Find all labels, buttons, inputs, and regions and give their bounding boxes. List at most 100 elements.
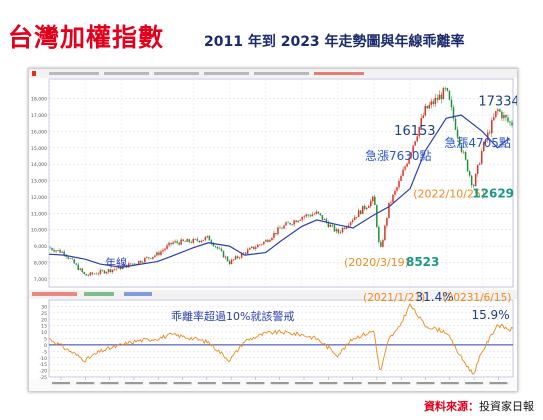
price-candle [410, 152, 412, 158]
price-candle [505, 114, 507, 118]
price-candle [428, 104, 431, 109]
x-axis-tick-placeholder [440, 382, 459, 385]
price-candle [295, 220, 297, 223]
source-value: 投資家日報 [479, 400, 534, 413]
price-y-ticks: 7,000 8,000 9,000 10,000 11,000 12,000 13,000 1… [31, 97, 47, 283]
price-candle [115, 268, 118, 270]
x-axis-tick-placeholder [197, 382, 216, 385]
price-candle [133, 263, 136, 265]
price-candle [61, 251, 63, 253]
price-candle [390, 202, 392, 203]
price-candle [472, 185, 475, 187]
x-axis-tick-placeholder [270, 382, 289, 385]
price-candle [337, 229, 340, 233]
annotation-low-date-2020: (2020/3/19) [344, 256, 409, 269]
price-candle [83, 272, 86, 275]
price-candle [166, 245, 168, 249]
price-candle [99, 270, 102, 274]
price-candle [281, 228, 283, 229]
price-candle [269, 240, 271, 242]
price-candle [186, 239, 188, 242]
deviation-y-tick-label: -20 [39, 369, 47, 375]
deviation-y-tick-label: -25 [39, 375, 47, 381]
price-candle [509, 121, 511, 123]
price-candle [275, 232, 277, 235]
price-candle [162, 250, 164, 252]
price-candle [436, 98, 439, 100]
year-line [48, 114, 510, 268]
price-y-tick-label: 11,000 [31, 211, 47, 217]
price-candle [170, 242, 172, 245]
price-candle [372, 196, 374, 202]
price-candle [150, 258, 152, 259]
price-candle [446, 88, 449, 91]
price-candle [305, 214, 307, 217]
price-candle [172, 242, 174, 245]
price-candle [474, 173, 477, 187]
price-candle [248, 247, 251, 250]
price-candle [144, 257, 146, 263]
price-candle [434, 98, 437, 104]
deviation-y-tick-label: 25 [41, 311, 47, 317]
page-subtitle: 2011 年到 2023 年走勢圖與年線乖離率 [204, 34, 465, 50]
price-candle [138, 260, 140, 264]
price-candle [378, 226, 380, 242]
deviation-y-tick-label: 0 [44, 343, 47, 349]
price-candle [69, 258, 71, 260]
deviation-peak-value-2021: 31.4% [416, 290, 454, 304]
price-candle [404, 166, 406, 170]
x-axis-tick-placeholder [343, 382, 362, 385]
x-axis-tick-placeholder [465, 382, 484, 385]
deviation-y-tick-label: -15 [39, 362, 47, 368]
price-candle [363, 205, 366, 209]
price-candle [335, 229, 338, 232]
price-candle [503, 114, 505, 119]
x-axis-tick-placeholder [416, 382, 435, 385]
price-candle [470, 175, 473, 186]
status-placeholder [32, 292, 77, 296]
price-candle [482, 141, 485, 152]
price-candle [289, 222, 291, 225]
price-candle [154, 255, 156, 257]
price-candle [202, 239, 205, 241]
x-axis-tick-placeholder [173, 382, 192, 385]
price-candle [287, 222, 289, 224]
price-candle [265, 240, 267, 242]
annotation-rally-7630: 急漲7630點 [365, 148, 432, 163]
price-candle [273, 232, 275, 238]
price-candle [129, 263, 132, 265]
price-candle [160, 251, 162, 255]
price-candle [444, 87, 447, 89]
deviation-annotations: (2021/1/21)31.4%(20231/6/15) 15.9% [363, 290, 511, 322]
price-candle [53, 249, 55, 252]
price-candle [456, 129, 459, 137]
price-candle [343, 227, 346, 229]
price-candle [279, 227, 281, 229]
price-candle [238, 257, 241, 259]
price-candle [331, 224, 334, 226]
price-y-tick-label: 10,000 [31, 228, 47, 234]
price-candle [297, 220, 299, 223]
price-candle [142, 262, 144, 263]
price-candle [178, 242, 180, 245]
price-candle [341, 227, 344, 233]
price-candle [190, 242, 192, 243]
price-candle [374, 196, 376, 206]
price-candle [501, 111, 503, 119]
status-placeholder [124, 292, 152, 296]
price-candle [148, 257, 150, 259]
price-candle [180, 239, 182, 245]
x-axis-tick-placeholder [367, 382, 386, 385]
price-candle [398, 180, 400, 188]
price-candle [79, 268, 82, 270]
price-candle [57, 249, 59, 251]
price-candle [176, 241, 178, 243]
price-candle [192, 238, 194, 243]
price-candle [105, 272, 108, 274]
price-candle [392, 194, 394, 203]
price-candle [184, 241, 186, 242]
price-candle [81, 268, 84, 273]
status-marker [32, 71, 36, 76]
price-candle [353, 217, 356, 221]
price-candle [198, 240, 201, 243]
